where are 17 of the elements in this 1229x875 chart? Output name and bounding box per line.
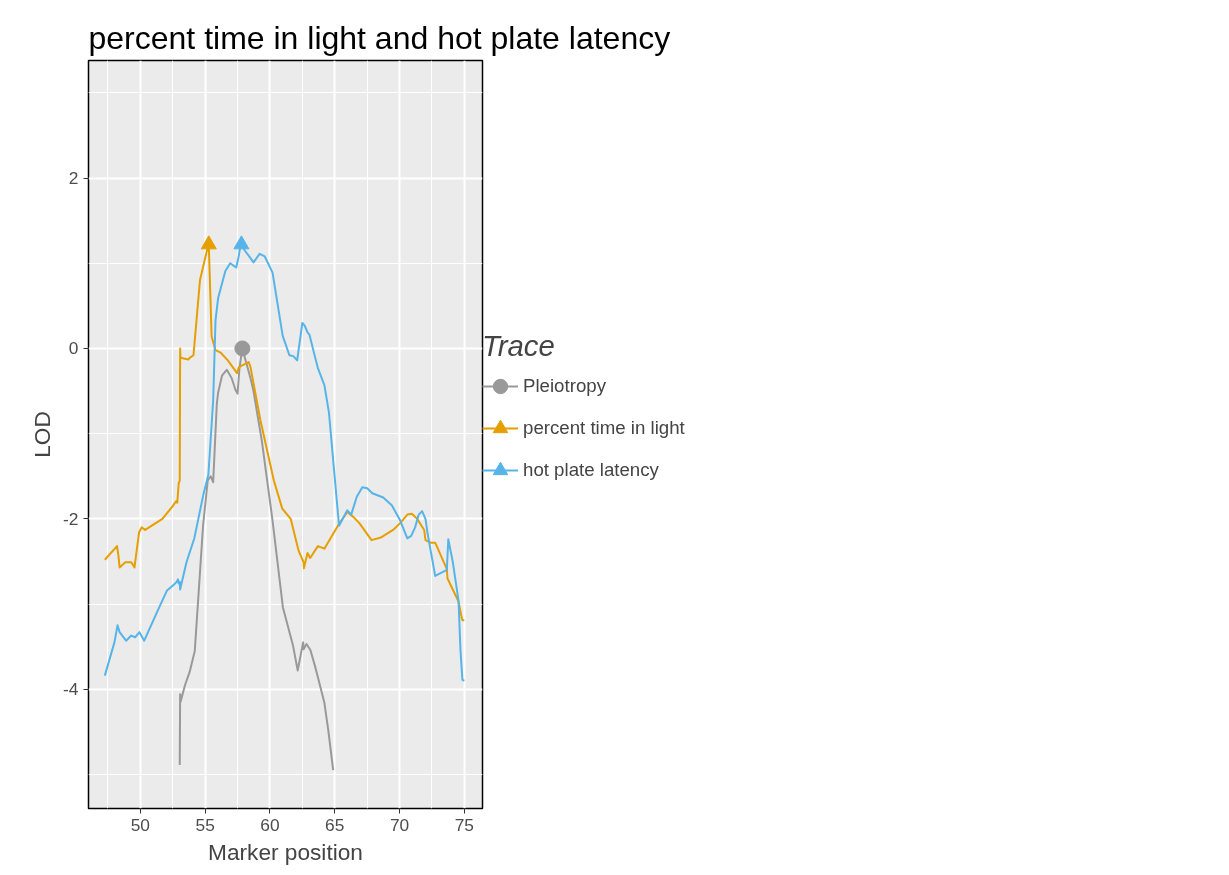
chart-title: percent time in light and hot plate latency (88, 19, 671, 56)
x-tick-label: 50 (130, 814, 150, 835)
x-axis-title: Marker position (208, 838, 363, 865)
x-tick-label: 65 (325, 814, 345, 835)
y-tick-label: -2 (63, 508, 79, 529)
legend-label: Pleiotropy (523, 375, 606, 397)
y-tick-label: 0 (68, 338, 79, 359)
x-tick-label: 55 (195, 814, 215, 835)
x-tick-label: 75 (454, 814, 474, 835)
x-tick-label: 60 (260, 814, 280, 835)
x-tick-label: 70 (389, 814, 410, 835)
y-tick-label: 2 (68, 168, 79, 189)
y-tick-label: -4 (63, 679, 79, 700)
legend-title: Trace (482, 329, 556, 363)
legend-label: hot plate latency (523, 459, 659, 481)
legend-label: percent time in light (523, 417, 685, 439)
y-axis-title: LOD (29, 411, 56, 458)
